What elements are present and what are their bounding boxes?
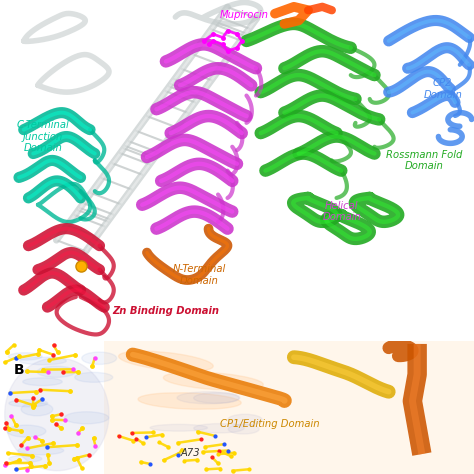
Text: Helical
Domain: Helical Domain	[322, 201, 361, 222]
Ellipse shape	[177, 392, 240, 404]
Ellipse shape	[228, 414, 262, 425]
Text: C-Terminal
Junction
Domain: C-Terminal Junction Domain	[17, 120, 69, 153]
Text: A73: A73	[180, 448, 200, 458]
Text: N-Terminal
Domain: N-Terminal Domain	[173, 264, 226, 285]
Ellipse shape	[138, 393, 241, 409]
Ellipse shape	[194, 393, 239, 403]
Ellipse shape	[228, 424, 259, 434]
Ellipse shape	[23, 378, 62, 385]
Text: Mupirocin: Mupirocin	[219, 10, 269, 20]
Ellipse shape	[18, 447, 64, 455]
Ellipse shape	[75, 373, 113, 383]
Text: Rossmann Fold
Domain: Rossmann Fold Domain	[386, 150, 462, 171]
Ellipse shape	[20, 357, 66, 365]
Ellipse shape	[5, 358, 109, 471]
Ellipse shape	[82, 352, 117, 365]
Ellipse shape	[9, 353, 42, 360]
Text: CP1/Editing Domain: CP1/Editing Domain	[220, 419, 320, 428]
Ellipse shape	[7, 425, 46, 437]
Ellipse shape	[164, 372, 263, 390]
Ellipse shape	[9, 456, 42, 462]
Bar	[104, 341, 474, 474]
Text: B: B	[14, 364, 25, 377]
Ellipse shape	[37, 366, 75, 377]
Ellipse shape	[9, 400, 48, 407]
Ellipse shape	[118, 351, 213, 371]
Ellipse shape	[64, 412, 109, 424]
Ellipse shape	[21, 402, 53, 416]
Text: CP2
Domain: CP2 Domain	[423, 78, 462, 100]
Ellipse shape	[194, 424, 244, 433]
Text: Zn Binding Domain: Zn Binding Domain	[112, 306, 219, 316]
Ellipse shape	[150, 424, 208, 431]
